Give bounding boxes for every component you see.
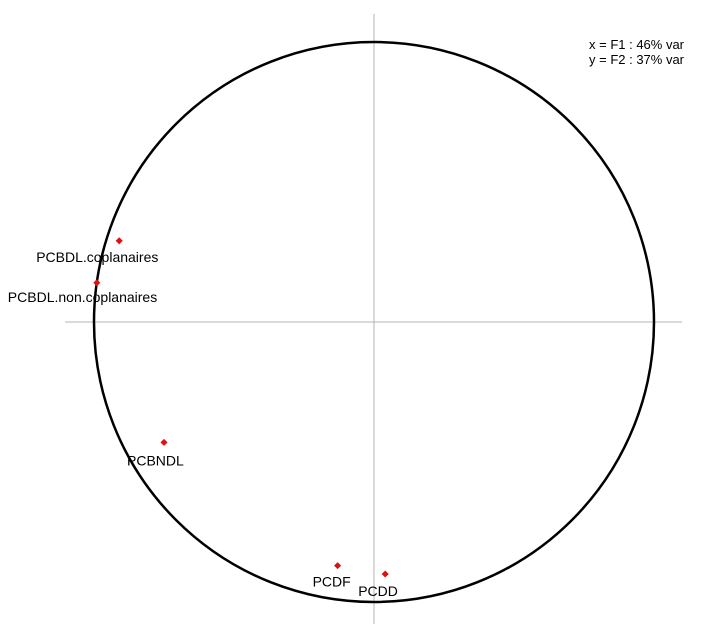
unit-circle <box>92 40 656 604</box>
legend-x-variance: x = F1 : 46% var <box>589 37 685 52</box>
data-labels: PCBDL.coplanaires PCBDL.non.coplanaires PC… <box>8 249 398 599</box>
axis-variance-legend: x = F1 : 46% var y = F2 : 37% var <box>589 37 684 67</box>
data-point <box>115 237 123 245</box>
data-label: PCDD <box>358 583 398 599</box>
data-point <box>93 279 101 287</box>
data-label: PCBDL.coplanaires <box>36 249 158 265</box>
data-point <box>381 570 389 578</box>
data-label: PCBDL.non.coplanaires <box>8 289 157 305</box>
data-points <box>93 237 389 578</box>
legend-y-variance: y = F2 : 37% var <box>589 52 685 67</box>
data-point <box>334 562 342 570</box>
data-point <box>160 438 168 446</box>
data-label: PCDF <box>313 574 351 590</box>
data-label: PCBNDL <box>127 452 184 468</box>
